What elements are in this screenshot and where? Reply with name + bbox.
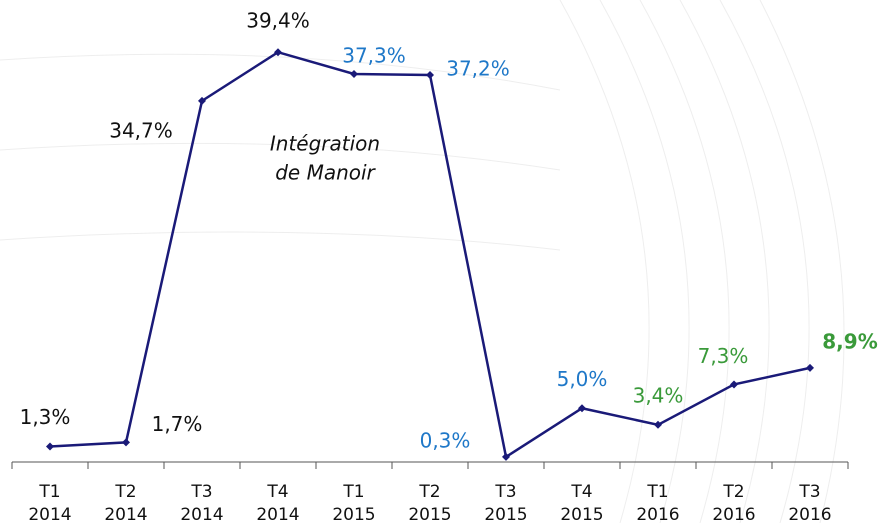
x-tick-label: 2015 (332, 505, 375, 523)
value-label: 0,3% (420, 428, 471, 452)
marker (46, 442, 54, 451)
x-tick-label: T1 (342, 482, 364, 502)
x-tick-label: T3 (798, 482, 820, 502)
value-label: 39,4% (246, 9, 310, 33)
marker (198, 96, 206, 105)
value-label: 3,4% (633, 383, 684, 407)
x-tick-label: 2016 (712, 505, 755, 523)
background-pattern (0, 0, 845, 523)
value-label: 37,2% (446, 56, 510, 80)
marker (730, 380, 738, 389)
x-tick-label: T2 (722, 482, 744, 502)
x-tick-label: 2014 (180, 505, 223, 523)
x-tick-label: 2015 (560, 505, 603, 523)
x-tick-label: 2016 (636, 505, 679, 523)
x-tick-label: 2014 (256, 505, 299, 523)
value-label: 1,7% (152, 412, 203, 436)
value-label: 8,9% (822, 329, 877, 353)
line (49, 50, 811, 459)
x-tick-label: T2 (114, 482, 136, 502)
value-label: 7,3% (698, 344, 749, 368)
x-tick-label: 2014 (104, 505, 147, 523)
marker (578, 404, 586, 413)
annotation: de Manoir (275, 161, 376, 185)
annotation: Intégration (270, 132, 380, 156)
x-tick-label: T3 (190, 482, 212, 502)
value-label: 34,7% (109, 118, 173, 142)
marker (806, 363, 814, 372)
x-tick-label: T4 (570, 482, 592, 502)
x-tick-label: 2016 (788, 505, 831, 523)
marker (350, 69, 358, 78)
x-tick-label: 2014 (28, 505, 71, 523)
marker (654, 420, 662, 429)
marker (274, 48, 282, 57)
x-tick-label: T1 (646, 482, 668, 502)
x-tick-label: 2015 (408, 505, 451, 523)
value-label: 1,3% (20, 405, 71, 429)
x-tick-label: 2015 (484, 505, 527, 523)
marker (426, 70, 434, 79)
marker (502, 452, 510, 461)
marker (122, 438, 130, 447)
x-tick-label: T3 (494, 482, 516, 502)
value-label: 5,0% (557, 367, 608, 391)
x-tick-label: T2 (418, 482, 440, 502)
value-label: 37,3% (342, 43, 406, 67)
x-tick-label: T4 (266, 482, 288, 502)
x-tick-label: T1 (38, 482, 60, 502)
